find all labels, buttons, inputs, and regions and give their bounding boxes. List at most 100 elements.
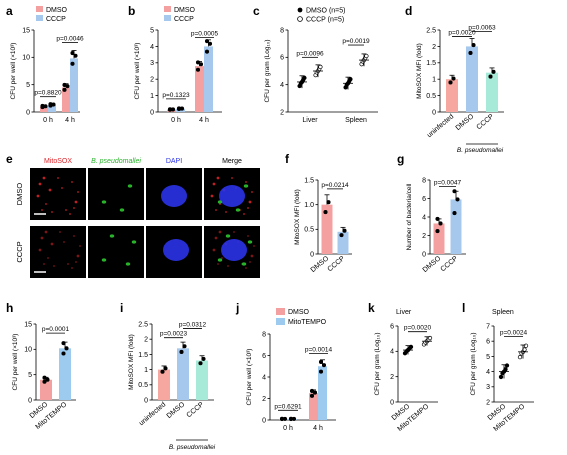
legend-label: CCCP — [46, 16, 66, 23]
p-value: p=0.8820 — [34, 90, 62, 97]
y-tick-label: 1.0 — [304, 202, 314, 209]
y-tick-label: 0.5 — [426, 93, 436, 100]
y-tick-label: 6 — [422, 196, 426, 203]
bar — [158, 369, 170, 400]
p-value: p=0.0020 — [404, 325, 432, 332]
mitosox-speckle — [245, 181, 247, 183]
panel-label: a — [6, 4, 13, 18]
p-value: p=0.0020 — [448, 30, 476, 37]
legend-label: CCCP — [174, 16, 194, 23]
y-tick-label: 4 — [280, 82, 284, 89]
mitosox-speckle — [44, 230, 48, 234]
mitosox-speckle — [47, 257, 49, 259]
legend-swatch-dmso — [164, 6, 171, 12]
mitosox-speckle — [61, 187, 63, 189]
data-point — [64, 346, 69, 351]
x-tick-label: 0 h — [171, 117, 181, 124]
mitosox-speckle — [243, 213, 245, 215]
bacterium — [243, 184, 249, 188]
data-point — [198, 62, 204, 67]
mitosox-speckle — [212, 248, 216, 252]
legend-swatch-mitotempo — [276, 318, 285, 325]
mitosox-speckle — [245, 267, 247, 269]
legend-marker-cccp — [297, 16, 303, 22]
data-point — [323, 210, 328, 215]
y-tick-label: 4 — [486, 369, 490, 376]
data-point — [62, 82, 67, 87]
mitosox-speckle — [250, 254, 254, 258]
data-point — [70, 61, 75, 66]
bar — [196, 360, 208, 400]
y-tick-label: 1.5 — [304, 177, 314, 184]
y-tick-label: 3 — [150, 60, 154, 67]
bar — [318, 366, 327, 420]
p-value: p=0.0047 — [434, 179, 462, 186]
mitosox-speckle — [43, 263, 45, 265]
x-tick-label: CCCP — [440, 255, 460, 273]
x-tick-label: Spleen — [345, 117, 367, 124]
data-point — [348, 77, 353, 82]
y-tick-label: 0 — [310, 251, 314, 258]
micrograph-tile — [30, 168, 86, 220]
y-tick-label: 2 — [280, 109, 284, 116]
nucleus — [161, 185, 187, 207]
y-tick-label: 1 — [150, 93, 154, 100]
legend-label: MitoTEMPO — [288, 319, 327, 326]
mitosox-speckle — [59, 231, 61, 233]
data-point — [438, 221, 443, 226]
data-point — [452, 189, 457, 194]
data-point — [195, 60, 201, 65]
data-point — [318, 359, 324, 365]
mitosox-speckle — [38, 182, 42, 186]
data-point — [451, 76, 456, 81]
data-point — [321, 363, 327, 368]
data-point — [42, 379, 47, 384]
bar — [321, 204, 333, 254]
mitosox-speckle — [215, 209, 217, 211]
data-point — [176, 106, 182, 111]
panel-label: k — [368, 301, 375, 315]
data-point — [198, 361, 203, 366]
x-tick-label: DMSO — [455, 113, 476, 132]
data-point — [73, 53, 78, 58]
y-tick-label: 2 — [422, 233, 426, 240]
y-axis-label: CFU per well (×10³) — [246, 349, 253, 406]
y-tick-label: 2.5 — [138, 321, 148, 328]
p-value: p=0.0019 — [342, 38, 370, 45]
legend-label: DMSO — [288, 309, 310, 316]
bacterium — [247, 240, 253, 244]
y-tick-label: 4 — [150, 44, 154, 51]
mitosox-speckle — [73, 235, 75, 237]
data-point — [167, 107, 173, 112]
p-value: p=0.0046 — [56, 36, 84, 43]
y-tick-label: 0 — [144, 397, 148, 404]
y-tick-label: 6 — [280, 55, 284, 62]
mitosox-speckle — [40, 236, 44, 240]
data-point — [318, 64, 323, 70]
x-tick-label: 0 h — [283, 425, 293, 432]
p-value: p=0.0014 — [305, 346, 333, 353]
y-axis-label: CFU per gram (Log₁₀) — [264, 39, 271, 102]
mitosox-speckle — [63, 241, 65, 243]
x-tick-label: CCCP — [186, 401, 206, 419]
legend-label: DMSO — [46, 7, 68, 14]
y-tick-label: 8 — [280, 27, 284, 34]
x-tick-label: 4 h — [199, 117, 209, 124]
y-tick-label: 8 — [262, 331, 266, 338]
y-axis-label: CFU per well (×10³) — [12, 334, 19, 391]
y-tick-label: 1.5 — [426, 60, 436, 67]
panel-label: e — [6, 152, 13, 166]
mitosox-speckle — [231, 177, 233, 179]
y-tick-label: 0 — [26, 109, 30, 116]
bar — [337, 231, 349, 254]
y-tick-label: 5 — [26, 82, 30, 89]
y-tick-label: 6 — [262, 353, 266, 360]
mitosox-speckle — [218, 230, 222, 234]
mitosox-speckle — [225, 211, 227, 213]
mitosox-speckle — [251, 191, 253, 193]
y-tick-label: 3 — [486, 384, 490, 391]
mitosox-speckle — [212, 182, 216, 186]
panel-title: Liver — [396, 309, 412, 316]
